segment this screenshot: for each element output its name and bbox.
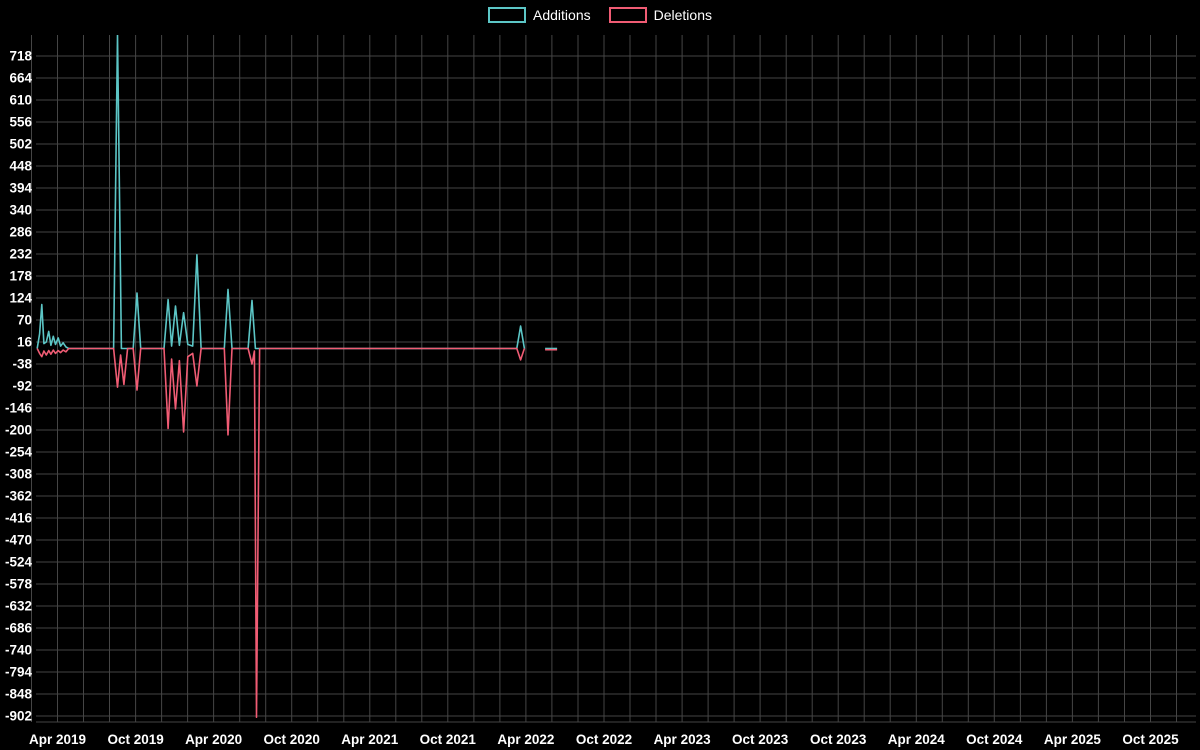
svg-text:Oct 2024: Oct 2024 <box>966 732 1023 747</box>
legend-label-deletions: Deletions <box>653 7 712 23</box>
svg-text:340: 340 <box>9 203 32 218</box>
svg-text:Oct 2021: Oct 2021 <box>420 732 477 747</box>
svg-text:Apr 2022: Apr 2022 <box>497 732 554 747</box>
svg-text:-686: -686 <box>5 621 33 636</box>
svg-text:Oct 2020: Oct 2020 <box>264 732 320 747</box>
series-lines <box>36 35 558 719</box>
x-axis-labels: Apr 2019 Oct 2019 Apr 2020 Oct 2020 Apr 2021… <box>29 732 1179 747</box>
deletions-line <box>36 347 526 719</box>
svg-text:Apr 2020: Apr 2020 <box>185 732 242 747</box>
y-gridlines <box>36 55 1196 723</box>
svg-text:Oct 2023: Oct 2023 <box>732 732 789 747</box>
x-gridlines <box>31 35 1177 722</box>
svg-text:Apr 2023: Apr 2023 <box>654 732 712 747</box>
svg-text:Apr 2019: Apr 2019 <box>29 732 86 747</box>
svg-text:Oct 2019: Oct 2019 <box>107 732 163 747</box>
svg-text:-416: -416 <box>5 511 33 526</box>
svg-text:178: 178 <box>9 269 32 284</box>
svg-text:556: 556 <box>9 115 32 130</box>
svg-text:Apr 2024: Apr 2024 <box>888 732 946 747</box>
y-axis-labels: 718 664 610 556 502 448 394 340 286 232 178 124 70 16… <box>5 49 33 724</box>
svg-text:664: 664 <box>9 71 32 86</box>
svg-text:-740: -740 <box>5 643 32 658</box>
legend-item-deletions[interactable]: Deletions <box>608 7 712 23</box>
svg-text:-578: -578 <box>5 577 33 592</box>
svg-text:-794: -794 <box>5 665 33 680</box>
svg-text:610: 610 <box>9 93 32 108</box>
svg-text:Apr 2025: Apr 2025 <box>1044 732 1102 747</box>
svg-text:124: 124 <box>9 291 32 306</box>
svg-text:-308: -308 <box>5 467 33 482</box>
svg-text:Oct 2025: Oct 2025 <box>1122 732 1179 747</box>
svg-text:448: 448 <box>9 159 32 174</box>
deletions-swatch-icon <box>608 7 647 23</box>
legend-item-additions[interactable]: Additions <box>488 7 591 23</box>
svg-text:16: 16 <box>17 335 33 350</box>
svg-text:-200: -200 <box>5 423 32 438</box>
svg-text:232: 232 <box>9 247 32 262</box>
svg-text:Oct 2023: Oct 2023 <box>810 732 867 747</box>
svg-text:70: 70 <box>17 313 32 328</box>
svg-text:718: 718 <box>9 49 32 64</box>
legend-label-additions: Additions <box>533 7 591 23</box>
svg-text:502: 502 <box>9 137 32 152</box>
svg-text:-146: -146 <box>5 401 33 416</box>
svg-text:286: 286 <box>9 225 32 240</box>
svg-text:-848: -848 <box>5 687 33 702</box>
svg-text:-902: -902 <box>5 709 32 724</box>
svg-text:Apr 2021: Apr 2021 <box>341 732 399 747</box>
svg-text:-524: -524 <box>5 555 33 570</box>
svg-text:Oct 2022: Oct 2022 <box>576 732 632 747</box>
svg-text:-38: -38 <box>12 357 32 372</box>
additions-line <box>36 35 526 350</box>
chart-legend: Additions Deletions <box>0 7 1200 23</box>
svg-text:-632: -632 <box>5 599 32 614</box>
svg-text:-254: -254 <box>5 445 33 460</box>
svg-text:-470: -470 <box>5 533 32 548</box>
additions-swatch-icon <box>488 7 527 23</box>
svg-text:-92: -92 <box>12 379 32 394</box>
svg-text:394: 394 <box>9 181 32 196</box>
svg-text:-362: -362 <box>5 489 32 504</box>
